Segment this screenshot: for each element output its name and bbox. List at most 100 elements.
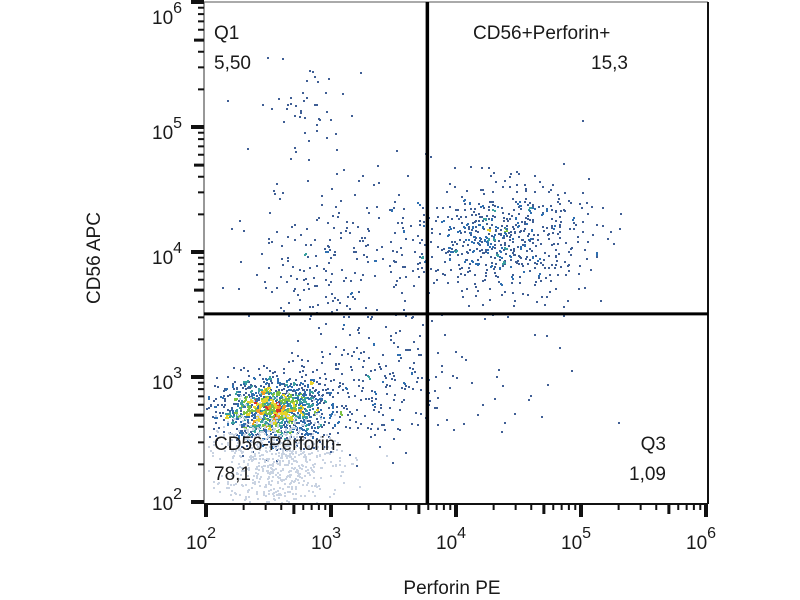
- event-dot: [248, 375, 250, 377]
- event-dot: [539, 258, 541, 260]
- event-dot: [215, 415, 217, 417]
- event-dot: [531, 250, 533, 252]
- event-dot: [393, 342, 395, 344]
- event-dot: [239, 398, 241, 400]
- event-dot: [257, 407, 259, 409]
- event-dot: [292, 394, 294, 396]
- event-dot: [257, 442, 259, 444]
- event-dot: [349, 411, 351, 413]
- event-dot: [520, 205, 522, 207]
- event-dot: [332, 396, 334, 398]
- event-dot: [512, 241, 514, 243]
- event-dot: [325, 378, 327, 380]
- event-dot: [304, 117, 306, 119]
- event-dot: [236, 428, 238, 430]
- event-dot: [276, 397, 278, 399]
- event-dot: [352, 222, 354, 224]
- event-dot: [248, 413, 250, 415]
- event-dot: [215, 435, 217, 437]
- event-dot: [413, 341, 415, 343]
- event-dot: [559, 226, 561, 228]
- event-dot: [320, 409, 322, 411]
- event-dot: [245, 498, 247, 500]
- event-dot: [497, 254, 499, 256]
- event-dot: [309, 394, 311, 396]
- event-dot: [278, 493, 280, 495]
- event-dot: [338, 363, 340, 365]
- event-dot: [457, 281, 459, 283]
- x-minor-tick: [699, 504, 702, 510]
- event-dot: [475, 214, 477, 216]
- event-dot: [456, 377, 458, 379]
- event-dot: [235, 483, 237, 485]
- event-dot: [547, 234, 549, 236]
- event-dot: [364, 237, 366, 239]
- event-dot: [315, 398, 317, 400]
- event-dot: [268, 385, 270, 387]
- y-tick-label: 104: [152, 240, 182, 269]
- event-dot: [323, 434, 325, 436]
- event-dot: [277, 380, 279, 382]
- event-dot: [250, 384, 252, 386]
- event-dot: [618, 422, 620, 424]
- event-dot: [602, 225, 604, 227]
- event-dot: [263, 381, 265, 383]
- event-dot: [359, 486, 361, 488]
- event-dot: [296, 384, 298, 386]
- event-dot: [287, 392, 289, 394]
- event-dot: [346, 227, 348, 229]
- event-dot: [374, 434, 376, 436]
- event-dot: [529, 210, 531, 212]
- event-dot: [354, 194, 356, 196]
- event-dot: [245, 425, 247, 427]
- quadrant-gate[interactable]: [204, 2, 708, 504]
- event-dot: [332, 443, 334, 445]
- event-dot: [259, 446, 261, 448]
- event-dot: [245, 412, 247, 414]
- event-dot: [263, 493, 265, 495]
- event-dot: [279, 399, 281, 401]
- event-dot: [303, 279, 305, 281]
- event-dot: [276, 420, 278, 422]
- event-dot: [312, 392, 314, 394]
- event-dot: [330, 475, 332, 477]
- event-dot: [575, 224, 577, 226]
- event-dot: [319, 119, 321, 121]
- event-dot: [532, 242, 534, 244]
- event-dot: [469, 270, 471, 272]
- event-dot: [277, 472, 279, 474]
- event-dot: [537, 260, 539, 262]
- event-dot: [241, 430, 243, 432]
- event-dot: [271, 421, 273, 423]
- event-dot: [237, 442, 239, 444]
- event-dot: [349, 308, 351, 310]
- event-dot: [517, 226, 519, 228]
- event-dot: [263, 421, 265, 423]
- event-dot: [345, 230, 347, 232]
- event-dot: [304, 413, 306, 415]
- event-dot: [254, 483, 256, 485]
- event-dot: [515, 261, 517, 263]
- x-minor-tick: [567, 504, 570, 510]
- event-dot: [471, 241, 473, 243]
- event-dot: [555, 220, 557, 222]
- event-dot: [230, 439, 232, 441]
- event-dot: [504, 247, 506, 249]
- event-dot: [300, 112, 302, 114]
- y-major-tick: [191, 125, 204, 129]
- event-dot: [477, 414, 479, 416]
- event-dot: [322, 356, 324, 358]
- event-dot: [336, 406, 338, 408]
- event-dot: [295, 394, 297, 396]
- event-dot: [503, 235, 505, 237]
- event-dot: [411, 372, 413, 374]
- event-dot: [304, 442, 306, 444]
- event-dot: [400, 247, 402, 249]
- event-dot: [328, 262, 330, 264]
- event-dot: [313, 396, 315, 398]
- event-dot: [279, 487, 281, 489]
- event-dot: [348, 396, 350, 398]
- event-dot: [253, 406, 255, 408]
- event-dot: [341, 405, 343, 407]
